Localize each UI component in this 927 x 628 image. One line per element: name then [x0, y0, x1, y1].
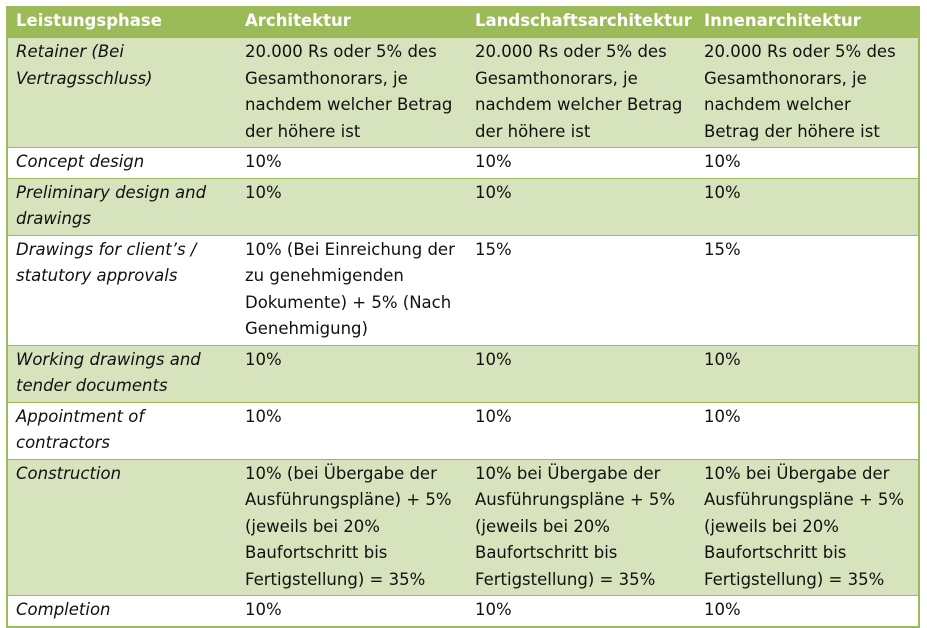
architektur-cell: 10% (Bei Einreichung der zu genehmigende… — [237, 234, 467, 345]
architektur-cell: 10% — [237, 344, 467, 402]
table-row: Completion 10% 10% 10% — [8, 595, 918, 626]
landschaftsarchitektur-cell: 10% — [467, 344, 696, 402]
phase-cell: Concept design — [8, 147, 237, 178]
innenarchitektur-cell: 10% — [696, 177, 918, 235]
architektur-cell: 10% — [237, 401, 467, 459]
architektur-cell: 10% — [237, 595, 467, 626]
architektur-cell: 10% — [237, 177, 467, 235]
phase-cell: Drawings for client’s / statutory approv… — [8, 234, 237, 345]
table-row: Concept design 10% 10% 10% — [8, 147, 918, 178]
table-header-row: Leistungsphase Architektur Landschaftsar… — [8, 8, 918, 38]
phase-cell: Working drawings and tender documents — [8, 344, 237, 402]
landschaftsarchitektur-cell: 10% — [467, 401, 696, 459]
fee-schedule-table-container: Leistungsphase Architektur Landschaftsar… — [6, 6, 920, 628]
innenarchitektur-cell: 10% — [696, 595, 918, 626]
header-innenarchitektur: Innenarchitektur — [696, 8, 918, 38]
phase-cell: Retainer (Bei Vertragsschluss) — [8, 37, 237, 148]
innenarchitektur-cell: 10% bei Übergabe der Ausführungspläne + … — [696, 458, 918, 596]
innenarchitektur-cell: 10% — [696, 401, 918, 459]
fee-schedule-table: Leistungsphase Architektur Landschaftsar… — [8, 8, 918, 626]
landschaftsarchitektur-cell: 10% — [467, 177, 696, 235]
header-landschaftsarchitektur: Landschaftsarchitektur — [467, 8, 696, 38]
innenarchitektur-cell: 15% — [696, 234, 918, 345]
innenarchitektur-cell: 10% — [696, 344, 918, 402]
landschaftsarchitektur-cell: 10% — [467, 595, 696, 626]
architektur-cell: 10% — [237, 147, 467, 178]
table-row: Working drawings and tender documents 10… — [8, 344, 918, 402]
table-row: Drawings for client’s / statutory approv… — [8, 234, 918, 345]
table-row: Appointment of contractors 10% 10% 10% — [8, 401, 918, 459]
table-row: Preliminary design and drawings 10% 10% … — [8, 177, 918, 235]
innenarchitektur-cell: 20.000 Rs oder 5% des Gesamthonorars, je… — [696, 37, 918, 148]
phase-cell: Appointment of contractors — [8, 401, 237, 459]
landschaftsarchitektur-cell: 15% — [467, 234, 696, 345]
table-row: Retainer (Bei Vertragsschluss) 20.000 Rs… — [8, 37, 918, 148]
architektur-cell: 20.000 Rs oder 5% des Gesamthonorars, je… — [237, 37, 467, 148]
landschaftsarchitektur-cell: 10% — [467, 147, 696, 178]
innenarchitektur-cell: 10% — [696, 147, 918, 178]
phase-cell: Preliminary design and drawings — [8, 177, 237, 235]
landschaftsarchitektur-cell: 10% bei Übergabe der Ausführungspläne + … — [467, 458, 696, 596]
landschaftsarchitektur-cell: 20.000 Rs oder 5% des Gesamthonorars, je… — [467, 37, 696, 148]
header-architektur: Architektur — [237, 8, 467, 38]
phase-cell: Completion — [8, 595, 237, 626]
table-row: Construction 10% (bei Übergabe der Ausfü… — [8, 458, 918, 596]
architektur-cell: 10% (bei Übergabe der Ausführungspläne) … — [237, 458, 467, 596]
phase-cell: Construction — [8, 458, 237, 596]
header-leistungsphase: Leistungsphase — [8, 8, 237, 38]
